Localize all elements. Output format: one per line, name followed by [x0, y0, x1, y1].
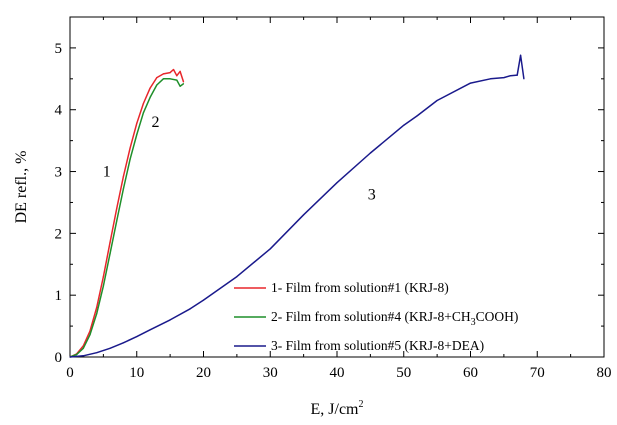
x-axis-title-sup: 2: [359, 399, 364, 410]
curve-label-2: 2: [151, 114, 159, 131]
series-point-3: [136, 336, 138, 338]
y-tick-label: 0: [55, 350, 63, 366]
series-point-2: [156, 84, 158, 86]
x-tick-label: 40: [330, 365, 345, 381]
series-point-3: [509, 75, 512, 77]
series-point-1: [172, 68, 175, 71]
series-point-1: [122, 175, 124, 178]
series-point-3: [169, 319, 171, 321]
curve-label-3: 3: [368, 186, 376, 203]
series-point-3: [149, 329, 151, 331]
y-tick-label: 1: [55, 288, 63, 304]
legend-label-1: 1- Film from solution#1 (KRJ-8): [271, 280, 449, 295]
series-point-3: [523, 78, 525, 80]
series-point-3: [189, 308, 191, 310]
series-point-2: [109, 253, 111, 255]
series-point-1: [136, 122, 138, 124]
y-tick-label: 5: [55, 41, 63, 57]
series-point-3: [122, 342, 124, 344]
x-tick-label: 50: [396, 365, 411, 381]
series-point-2: [129, 158, 131, 160]
series-line-2: [69, 78, 184, 358]
series-point-2: [182, 83, 185, 85]
series-point-1: [96, 306, 98, 309]
x-tick-label: 70: [530, 365, 545, 381]
series-point-2: [102, 285, 104, 287]
series-point-2: [89, 334, 91, 336]
series-point-2: [76, 353, 78, 356]
series-point-2: [149, 96, 151, 98]
series-point-2: [176, 79, 178, 81]
series-point-1: [109, 242, 111, 244]
series-point-2: [116, 220, 118, 222]
series-point-2: [82, 347, 84, 349]
y-tick-label: 2: [55, 226, 63, 242]
series-point-3: [369, 152, 371, 154]
y-tick-label: 4: [55, 103, 63, 119]
y-axis-title: DE refl., %: [13, 151, 30, 224]
x-tick-label: 30: [263, 365, 278, 381]
series-line-1: [69, 68, 185, 358]
series-point-2: [122, 188, 124, 190]
series-point-3: [503, 76, 505, 79]
legend-label-2-subscript: 3: [471, 317, 476, 328]
series-point-2: [169, 78, 171, 80]
series-point-3: [69, 356, 71, 358]
series-point-1: [142, 102, 145, 105]
x-tick-label: 0: [66, 365, 74, 381]
plot-frame: [69, 16, 605, 358]
legend-label-3: 3- Film from solution#5 (KRJ-8+DEA): [271, 338, 484, 353]
series-point-1: [102, 276, 104, 278]
series-point-3: [416, 115, 418, 117]
series-point-1: [169, 72, 171, 74]
series-point-1: [176, 75, 178, 77]
series-point-1: [179, 70, 181, 72]
x-axis-title-main: E, J/cm: [311, 401, 360, 418]
series-point-3: [489, 78, 492, 80]
x-tick-label: 10: [129, 365, 144, 381]
series-point-2: [136, 133, 138, 136]
series-point-2: [162, 78, 165, 80]
x-axis-title: E, J/cm2: [311, 399, 364, 418]
x-tick-label: 20: [196, 365, 211, 381]
series-point-1: [156, 76, 158, 79]
series-point-3: [403, 124, 405, 126]
series-point-3: [336, 182, 338, 184]
legend-label-2-part-b: COOH): [476, 309, 519, 324]
series-point-3: [82, 355, 84, 357]
series-point-1: [129, 147, 131, 149]
legend: 1- Film from solution#1 (KRJ-8) 2- Film …: [234, 280, 518, 353]
tick-labels: 0 10 20 30 40 50 60 70 80 0 1 2 3 4 5: [55, 41, 612, 381]
series-point-3: [269, 248, 271, 250]
series-point-2: [96, 313, 98, 315]
series-point-1: [149, 87, 151, 89]
ticks: [69, 16, 605, 358]
series-point-1: [116, 208, 118, 210]
y-tick-label: 3: [55, 165, 63, 181]
curve-label-1: 1: [103, 163, 111, 180]
series-point-2: [179, 85, 181, 87]
series-point-3: [303, 214, 305, 216]
series-point-3: [109, 347, 111, 349]
curve-labels: 1 2 3: [103, 114, 376, 203]
series-point-1: [182, 81, 185, 83]
x-tick-label: 80: [597, 365, 612, 381]
series-point-1: [162, 73, 165, 75]
legend-label-2: 2- Film from solution#4 (KRJ-8+CH3COOH): [271, 309, 518, 328]
series-point-3: [436, 99, 438, 102]
series-point-3: [96, 352, 98, 354]
series-point-3: [516, 74, 518, 76]
legend-label-2-part-a: 2- Film from solution#4 (KRJ-8+CH: [271, 309, 471, 324]
series-point-3: [519, 54, 522, 56]
x-tick-label: 60: [463, 365, 478, 381]
series-point-3: [469, 82, 472, 84]
series-point-2: [142, 112, 145, 114]
series-point-3: [202, 299, 205, 301]
series-point-3: [236, 276, 238, 278]
series-lines: [69, 54, 525, 358]
